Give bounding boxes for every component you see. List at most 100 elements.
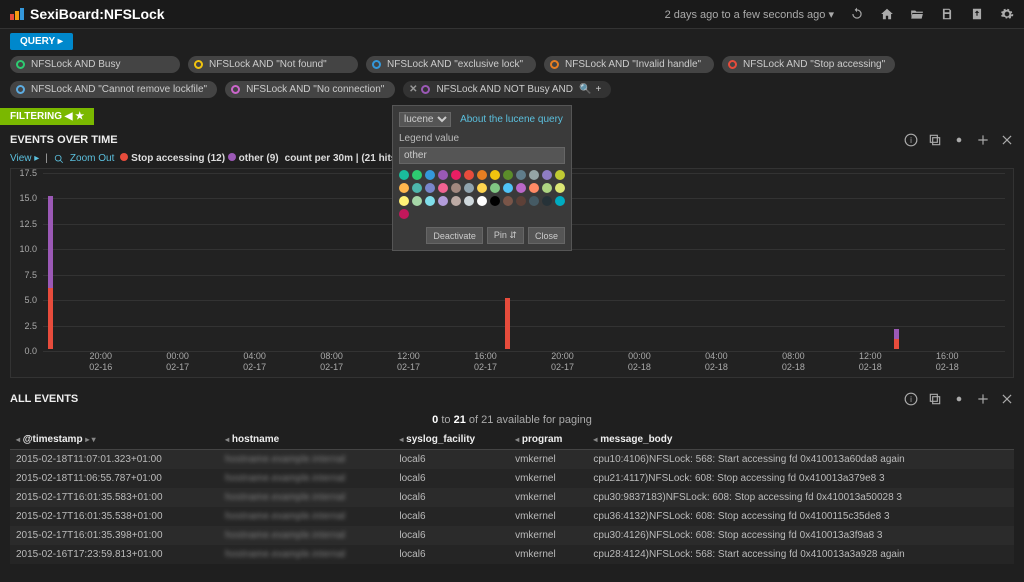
color-swatch[interactable] [412,196,422,206]
color-swatch[interactable] [529,196,539,206]
color-swatch[interactable] [438,196,448,206]
query-pill[interactable]: ✕NFSLock AND NOT Busy AND🔍+ [403,81,611,98]
remove-icon[interactable] [1000,133,1014,147]
query-pill[interactable]: NFSLock AND "Stop accessing" [722,56,895,73]
lucene-help-link[interactable]: About the lucene query [460,114,563,125]
bar-stack[interactable] [48,196,53,349]
query-type-select[interactable]: lucene [399,112,451,127]
remove-pill-icon[interactable]: ✕ [409,84,417,95]
color-swatch[interactable] [477,170,487,180]
column-header[interactable]: ◂ message_body [587,430,1014,450]
add-pill-icon[interactable]: + [595,84,601,95]
color-swatch[interactable] [555,170,565,180]
color-swatch[interactable] [477,196,487,206]
svg-text:i: i [910,136,912,145]
save-icon[interactable] [940,7,954,21]
color-swatch[interactable] [529,183,539,193]
color-swatch[interactable] [399,183,409,193]
info-icon[interactable]: i [904,133,918,147]
color-swatch[interactable] [490,183,500,193]
color-swatch[interactable] [451,196,461,206]
color-swatch[interactable] [464,183,474,193]
table-row[interactable]: 2015-02-17T16:01:35.583+01:00hostname.ex… [10,488,1014,507]
table-cell: vmkernel [509,545,587,564]
color-swatch[interactable] [425,170,435,180]
column-header[interactable]: ◂ @timestamp ▸ ▾ [10,430,219,450]
home-icon[interactable] [880,7,894,21]
close-button[interactable]: Close [528,227,565,244]
duplicate-icon[interactable] [928,392,942,406]
info-icon[interactable]: i [904,392,918,406]
color-swatch[interactable] [542,183,552,193]
column-header[interactable]: ◂ syslog_facility [393,430,509,450]
settings-icon[interactable] [952,133,966,147]
table-row[interactable]: 2015-02-16T17:23:59.813+01:00hostname.ex… [10,545,1014,564]
column-header[interactable]: ◂ program [509,430,587,450]
add-icon[interactable] [976,133,990,147]
table-cell: hostname.example.internal [219,450,393,470]
color-swatch[interactable] [399,209,409,219]
color-swatch[interactable] [464,196,474,206]
color-swatch[interactable] [529,170,539,180]
query-pill[interactable]: NFSLock AND "No connection" [225,81,395,98]
table-cell: vmkernel [509,507,587,526]
remove-icon[interactable] [1000,392,1014,406]
query-pill[interactable]: NFSLock AND "Cannot remove lockfile" [10,81,217,98]
color-swatch[interactable] [503,183,513,193]
color-swatch[interactable] [399,170,409,180]
query-pill[interactable]: NFSLock AND "exclusive lock" [366,56,536,73]
color-swatch[interactable] [542,196,552,206]
color-swatch[interactable] [438,170,448,180]
color-swatch[interactable] [412,170,422,180]
color-swatches [399,170,565,219]
pill-color-dot [550,60,559,69]
color-swatch[interactable] [438,183,448,193]
color-swatch[interactable] [451,183,461,193]
color-swatch[interactable] [425,183,435,193]
zoom-icon[interactable] [54,154,64,164]
table-row[interactable]: 2015-02-18T11:07:01.323+01:00hostname.ex… [10,450,1014,470]
bar-stack[interactable] [894,329,899,349]
zoom-out-link[interactable]: Zoom Out [70,153,114,164]
table-row[interactable]: 2015-02-17T16:01:35.398+01:00hostname.ex… [10,526,1014,545]
color-swatch[interactable] [503,170,513,180]
color-swatch[interactable] [490,196,500,206]
query-pill[interactable]: NFSLock AND "Not found" [188,56,358,73]
color-swatch[interactable] [555,183,565,193]
time-range-picker[interactable]: 2 days ago to a few seconds ago ▾ [665,8,834,21]
table-row[interactable]: 2015-02-18T11:06:55.787+01:00hostname.ex… [10,469,1014,488]
bar-segment [505,298,510,349]
color-swatch[interactable] [555,196,565,206]
bar-stack[interactable] [505,298,510,349]
legend-value-input[interactable] [399,147,565,164]
color-swatch[interactable] [412,183,422,193]
filtering-button[interactable]: FILTERING ◀ ★ [0,108,94,125]
color-swatch[interactable] [542,170,552,180]
duplicate-icon[interactable] [928,133,942,147]
pin-button[interactable]: Pin ⇵ [487,227,524,244]
color-swatch[interactable] [490,170,500,180]
color-swatch[interactable] [503,196,513,206]
deactivate-button[interactable]: Deactivate [426,227,483,244]
view-link[interactable]: View ▸ [10,153,39,164]
add-icon[interactable] [976,392,990,406]
gear-icon[interactable] [1000,7,1014,21]
folder-open-icon[interactable] [910,7,924,21]
refresh-icon[interactable] [850,7,864,21]
search-icon[interactable]: 🔍 [579,84,591,95]
export-icon[interactable] [970,7,984,21]
query-button[interactable]: QUERY ▸ [10,33,73,50]
column-header[interactable]: ◂ hostname [219,430,393,450]
query-pill[interactable]: NFSLock AND "Invalid handle" [544,56,714,73]
color-swatch[interactable] [516,183,526,193]
color-swatch[interactable] [451,170,461,180]
color-swatch[interactable] [516,170,526,180]
color-swatch[interactable] [399,196,409,206]
color-swatch[interactable] [425,196,435,206]
color-swatch[interactable] [464,170,474,180]
color-swatch[interactable] [516,196,526,206]
settings-icon[interactable] [952,392,966,406]
table-row[interactable]: 2015-02-17T16:01:35.538+01:00hostname.ex… [10,507,1014,526]
query-pill[interactable]: NFSLock AND Busy [10,56,180,73]
color-swatch[interactable] [477,183,487,193]
